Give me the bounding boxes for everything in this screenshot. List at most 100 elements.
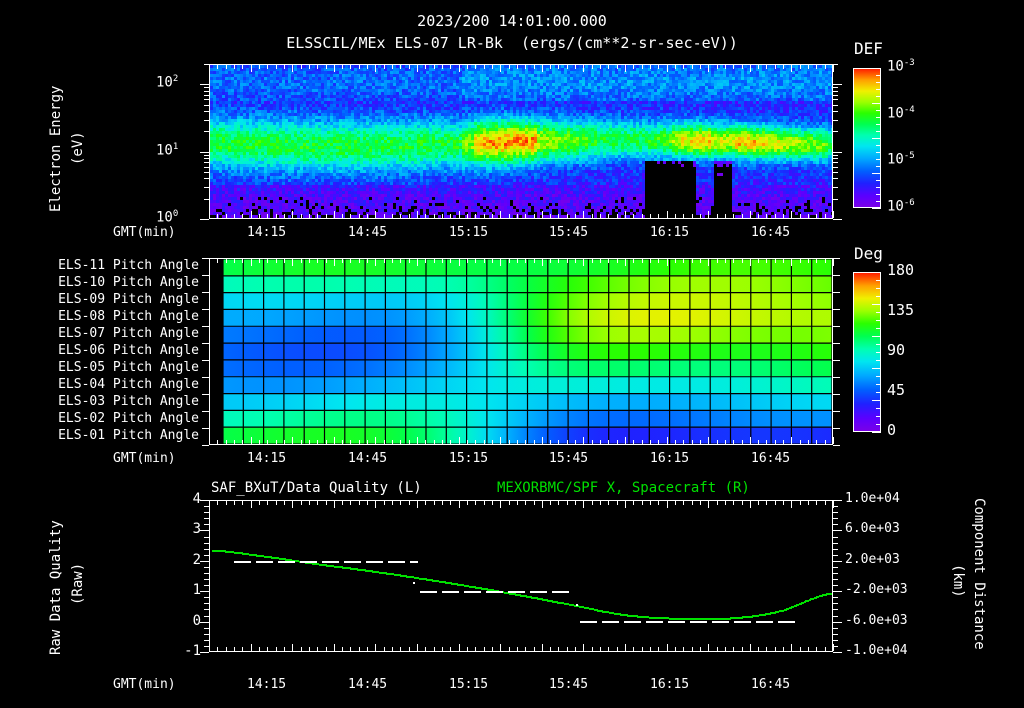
panel2-colorbar-tick-label: 0: [887, 421, 897, 439]
panel3-bottom-tick: [250, 644, 252, 651]
panel1-top-tick: [716, 65, 718, 69]
panel3-top-tick: [550, 501, 552, 505]
panel1-top-tick: [317, 65, 319, 69]
panel2-top-tick: [250, 259, 252, 266]
panel3-bottom-tick: [674, 647, 676, 651]
panel1-y-tick-right: [833, 104, 838, 106]
panel1-top-tick: [591, 65, 593, 69]
panel2-x-tick-label: 15:15: [449, 451, 489, 466]
panel3-bottom-tick: [442, 647, 443, 651]
panel3-top-tick: [292, 501, 294, 508]
panel1-bottom-tick: [267, 214, 269, 218]
panel3-bottom-tick: [733, 647, 735, 651]
panel3-y-tick-right: [833, 524, 838, 526]
panel1-y-tick-right: [833, 99, 838, 101]
panel2-top-tick: [833, 259, 834, 266]
panel1-top-tick: [566, 65, 568, 69]
panel2-y-tick: [202, 258, 209, 259]
panel2-colorbar-tick: [876, 416, 881, 417]
panel3-right-y-tick-label: 6.0e+03: [845, 521, 900, 537]
panel3-top-tick: [258, 501, 260, 505]
panel3-bottom-tick: [741, 647, 743, 651]
panel3-top-tick: [749, 501, 751, 508]
panel2-top-tick: [500, 259, 502, 266]
panel2-bottom-tick: [591, 440, 593, 444]
panel2-row-label: ELS-09 Pitch Angle: [58, 291, 199, 307]
panel1-bottom-tick: [358, 214, 360, 218]
panel2-bottom-tick: [275, 440, 277, 444]
panel2-bottom-tick: [408, 440, 410, 444]
panel1-bottom-tick: [791, 211, 793, 218]
panel2-row-label: ELS-03 Pitch Angle: [58, 393, 199, 409]
panel1-y-tick-right: [833, 119, 838, 121]
panel1-bottom-tick: [508, 214, 510, 218]
panel3-x-tick-label: 14:45: [348, 677, 388, 692]
panel2-colorbar-tick-label: 90: [887, 341, 906, 359]
panel1-y-tick: [204, 166, 209, 168]
panel1-top-tick: [267, 65, 269, 69]
panel1-top-tick: [658, 65, 660, 69]
panel2-top-tick: [566, 259, 568, 263]
panel1-top-tick: [650, 65, 651, 69]
panel2-top-tick: [791, 259, 793, 266]
panel1-bottom-tick: [300, 214, 302, 218]
panel3-top-tick: [375, 501, 377, 508]
panel2-top-tick: [308, 259, 310, 263]
panel3-top-tick: [674, 501, 676, 505]
panel2-bottom-tick: [699, 440, 701, 444]
panel2-top-tick: [234, 259, 235, 263]
panel1-top-tick: [433, 65, 435, 69]
panel3-top-tick: [799, 501, 801, 505]
panel1-x-tick-label: 16:45: [751, 225, 791, 240]
panel2-y-tick: [202, 275, 209, 276]
panel3-top-tick: [508, 501, 510, 505]
panel3-y-tick-right: [833, 585, 838, 587]
panel1-x-tick-label: 14:15: [247, 225, 287, 240]
panel1-y-tick: [204, 131, 209, 133]
panel2-bottom-tick: [375, 437, 377, 444]
panel3-top-tick: [300, 501, 302, 505]
panel1-top-tick: [358, 65, 360, 69]
panel2-top-tick: [283, 259, 285, 263]
panel1-top-tick: [209, 65, 210, 72]
panel3-bottom-tick: [491, 647, 493, 651]
panel3-bottom-tick: [608, 647, 610, 651]
panel3-top-tick: [358, 501, 360, 505]
panel3-y-tick-left: [204, 615, 209, 617]
panel2-top-tick: [691, 259, 693, 263]
panel1-top-tick: [325, 65, 327, 69]
panel3-bottom-tick: [666, 644, 668, 651]
panel2-top-tick: [483, 259, 485, 263]
panel3-top-tick: [425, 501, 427, 505]
panel3-top-tick: [209, 501, 210, 508]
panel2-top-tick: [816, 259, 818, 263]
panel1-bottom-tick: [408, 214, 410, 218]
panel1-y-tick-label: 100: [156, 209, 179, 226]
panel1-bottom-tick: [824, 214, 826, 218]
panel1-bottom-tick: [816, 214, 818, 218]
panel3-top-tick: [575, 501, 577, 505]
panel2-colorbar-tick: [872, 272, 881, 273]
panel1-top-tick: [392, 65, 393, 69]
panel1-top-tick: [500, 65, 502, 72]
panel3-top-tick: [758, 501, 760, 505]
panel2-top-tick: [375, 259, 377, 266]
panel3-bottom-tick: [583, 644, 585, 651]
panel1-bottom-tick: [541, 211, 543, 218]
panel3-bottom-tick: [600, 647, 601, 651]
panel3-bottom-tick: [325, 647, 327, 651]
panel1-bottom-tick: [533, 214, 535, 218]
panel2-bottom-tick: [242, 440, 244, 444]
panel3-bottom-tick: [408, 647, 410, 651]
panel3-bottom-tick: [791, 644, 793, 651]
panel2-y-tick-right: [833, 394, 840, 395]
panel3-bottom-tick: [808, 647, 809, 651]
panel2-colorbar-tick: [872, 304, 881, 305]
panel1-bottom-tick: [833, 211, 834, 218]
panel2-bottom-tick: [258, 440, 260, 444]
panel3-y-tick-right: [833, 542, 838, 544]
panel2-bottom-tick: [525, 440, 527, 444]
panel3-top-tick: [708, 501, 710, 508]
panel2-y-tick-right: [833, 445, 840, 446]
panel3-bottom-tick: [716, 647, 718, 651]
